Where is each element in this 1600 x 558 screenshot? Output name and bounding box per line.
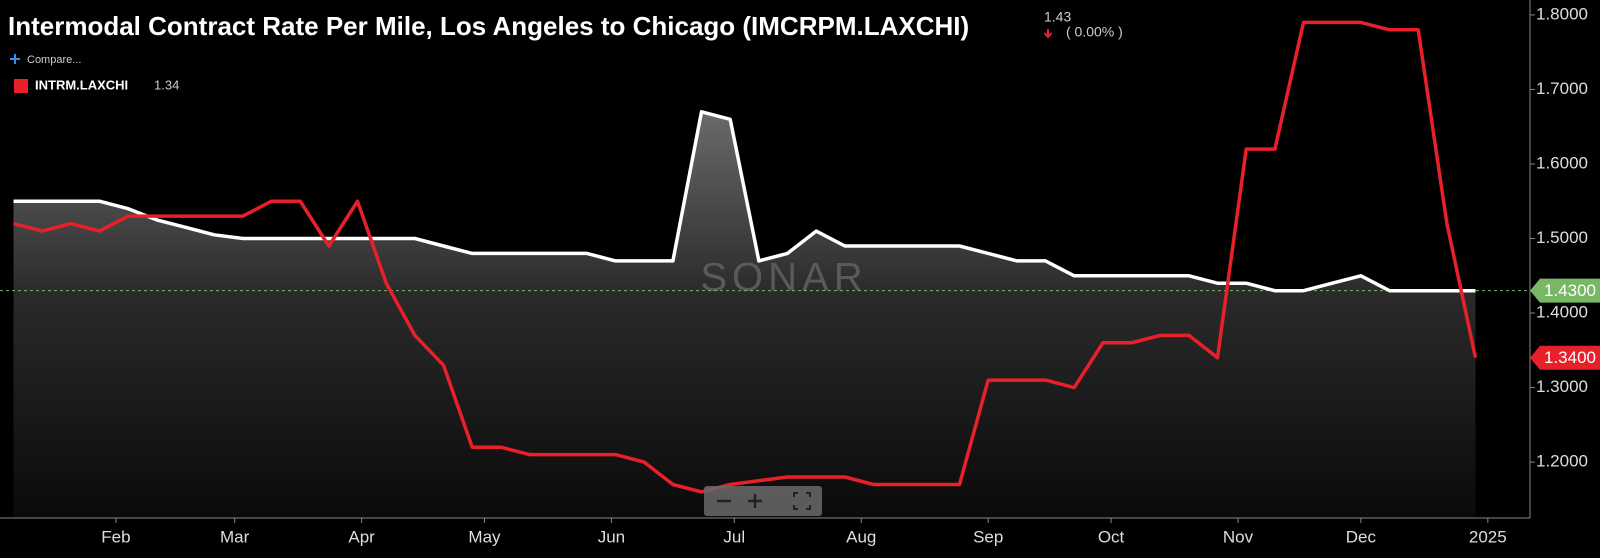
x-tick-label: Apr [348,527,375,546]
compare-icon[interactable] [10,54,20,64]
legend-value: 1.34 [154,77,179,92]
watermark: SONAR [700,256,867,300]
line [13,110,1476,293]
y-tick-label: 1.8000 [1536,4,1588,23]
y-tick-label: 1.6000 [1536,153,1588,172]
end-label-badge [1530,345,1600,370]
line [13,20,1478,494]
zoom-panel [704,486,822,516]
fullscreen[interactable] [793,492,811,510]
x-tick-label: Dec [1346,527,1377,546]
x-tick-label: 2025 [1469,527,1507,546]
x-tick-label: Sep [973,527,1003,546]
header-change: ( 0.00% ) [1066,24,1123,40]
compare-link[interactable]: Compare... [27,54,81,66]
zoom-in[interactable] [748,494,762,508]
down-arrow [1043,29,1053,39]
x-tick-label: Aug [846,527,876,546]
chart-title: Intermodal Contract Rate Per Mile, Los A… [8,11,969,41]
y-tick-label: 1.3000 [1536,377,1588,396]
x-tick-label: Jul [723,527,745,546]
y-tick-label: 1.5000 [1536,228,1588,247]
x-tick-label: Feb [101,527,130,546]
y-tick-label: 1.4000 [1536,303,1588,322]
x-tick-label: Nov [1223,527,1254,546]
x-tick-label: Jun [598,527,625,546]
legend-label: INTRM.LAXCHI [35,77,128,92]
x-tick-label: May [468,527,501,546]
header-value: 1.43 [1044,9,1071,25]
area [13,111,1476,518]
end-label: 1.4300 [1544,281,1596,300]
x-tick-label: Oct [1098,527,1125,546]
y-tick-label: 1.7000 [1536,79,1588,98]
x-tick-label: Mar [220,527,250,546]
end-label: 1.3400 [1544,348,1596,367]
zoom-controls [704,486,822,516]
end-label-badge [1530,278,1600,303]
legend-swatch [14,79,28,93]
plot-area: SONAR [0,20,1530,518]
y-tick-label: 1.2000 [1536,452,1588,471]
